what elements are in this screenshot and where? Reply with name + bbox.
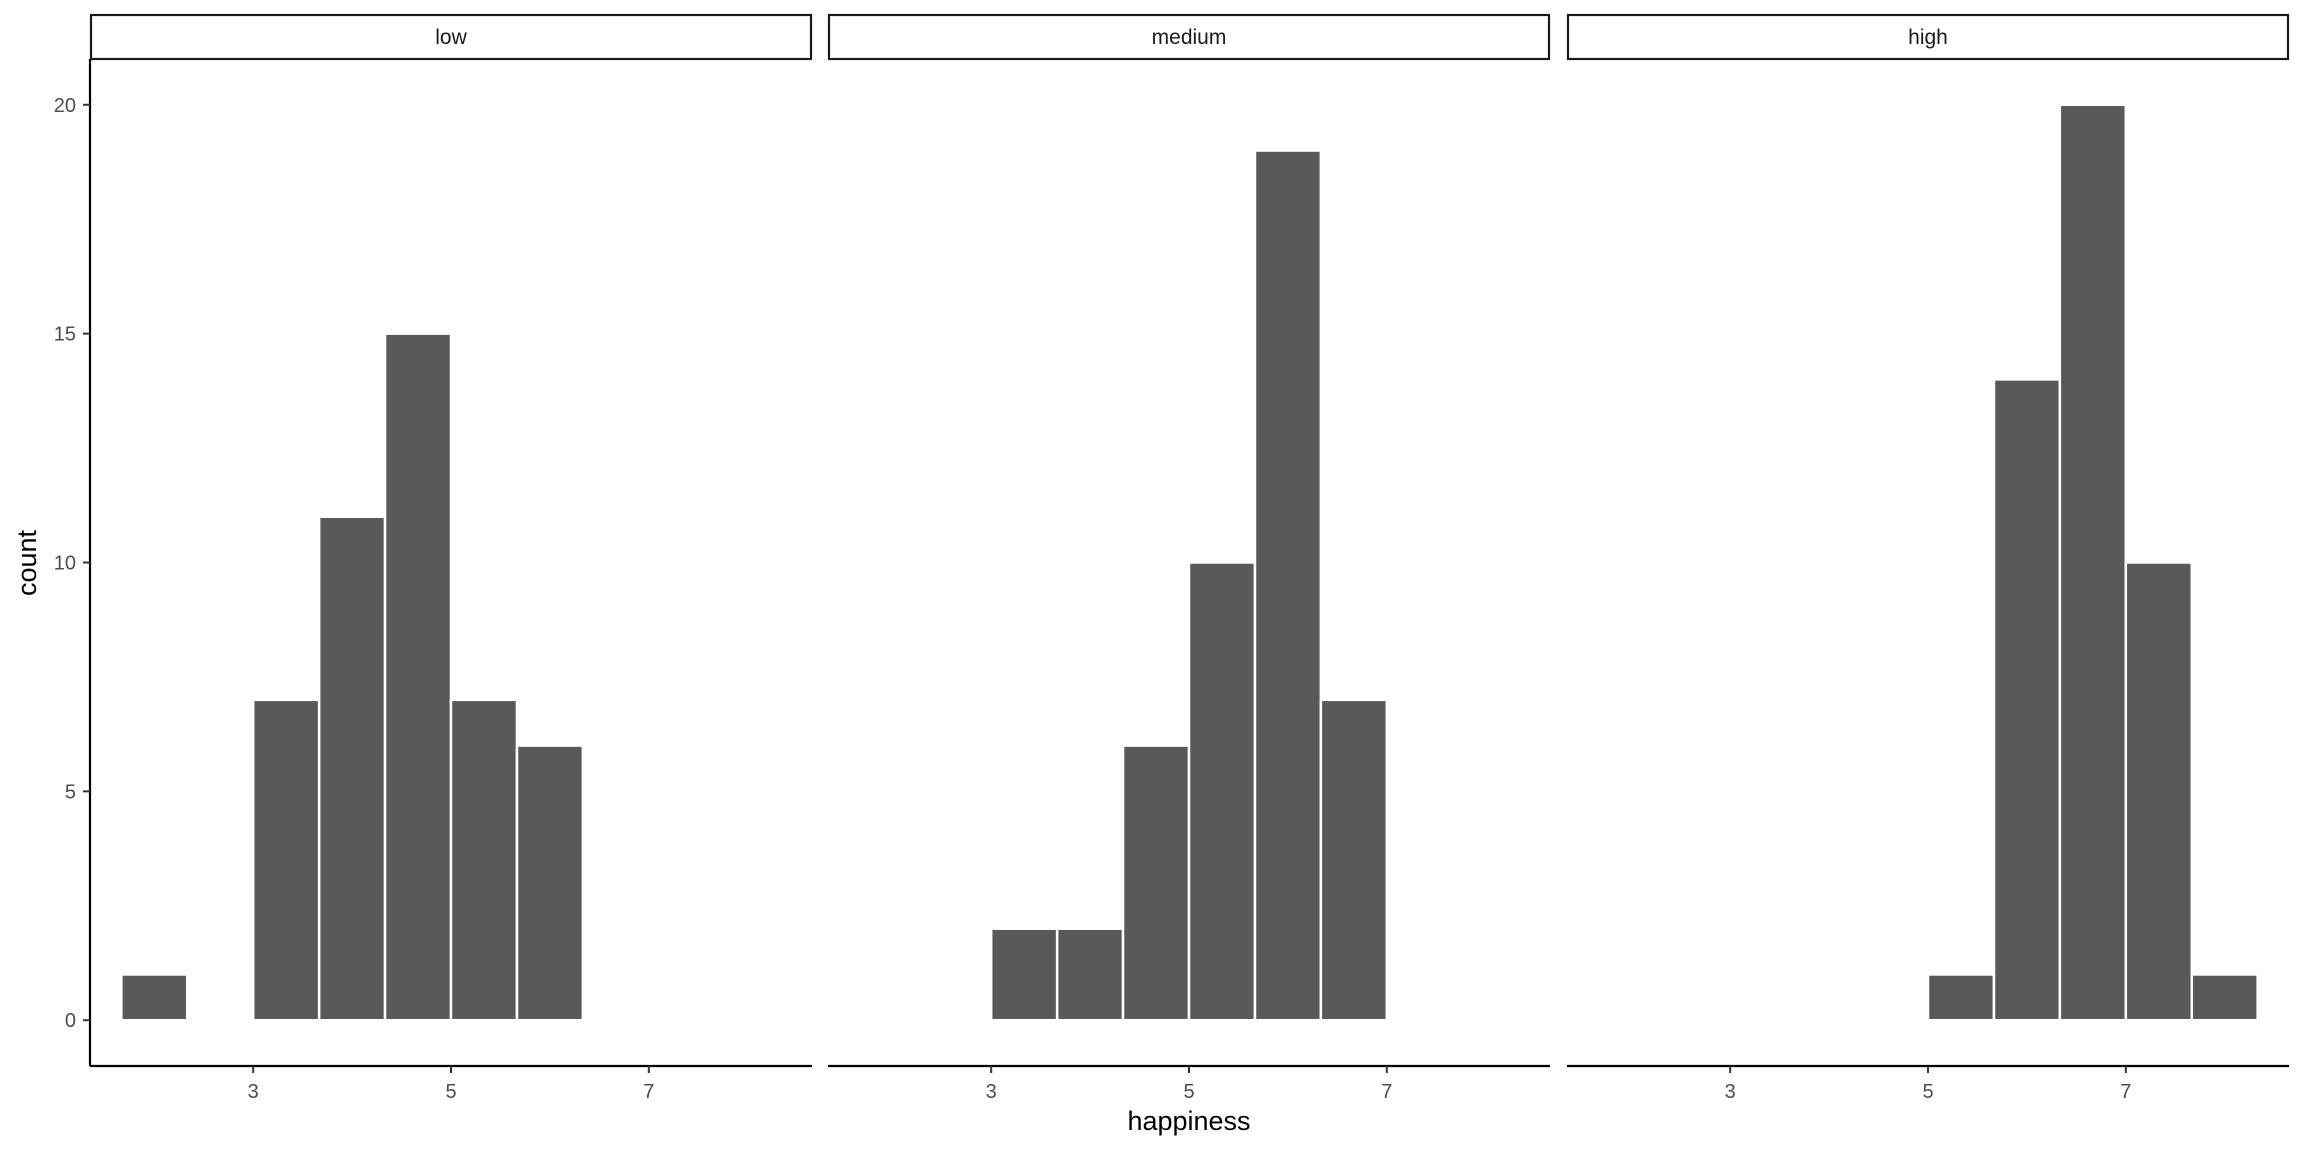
- histogram-bar: [317, 515, 387, 1022]
- y-tick-label: 5: [65, 781, 76, 803]
- x-tick-label: 5: [1183, 1081, 1194, 1103]
- y-tick-label: 0: [65, 1010, 76, 1032]
- x-axis-title: happiness: [1127, 1106, 1250, 1136]
- x-tick-label: 3: [248, 1081, 259, 1103]
- y-axis-title: count: [12, 529, 42, 596]
- facet-strip: [89, 13, 813, 61]
- x-tick-label: 5: [1922, 1081, 1933, 1103]
- facet-strip: [1566, 13, 2290, 61]
- facet-panels: low 3 5 7 medium 3 5 7 high 3 5 7: [89, 13, 2290, 1103]
- histogram-bar: [1253, 149, 1323, 1022]
- histogram-bar: [1055, 927, 1125, 1022]
- histogram-bar: [251, 698, 321, 1022]
- histogram-bar: [2058, 103, 2128, 1022]
- histogram-bar: [515, 744, 585, 1022]
- histogram-bar: [1926, 973, 1996, 1022]
- y-tick-label: 15: [54, 324, 76, 346]
- x-tick-label: 7: [1381, 1081, 1392, 1103]
- histogram-bar: [120, 973, 189, 1022]
- histogram-bar: [449, 698, 519, 1022]
- histogram-bar: [1319, 698, 1389, 1022]
- x-tick-label: 5: [445, 1081, 456, 1103]
- histogram-bar: [2124, 561, 2194, 1022]
- y-tick-label: 10: [54, 553, 76, 575]
- histogram-bar: [989, 927, 1059, 1022]
- facet-strip-label: low: [435, 26, 467, 49]
- x-tick-label: 7: [643, 1081, 654, 1103]
- facet-panel-medium: medium 3 5 7: [827, 13, 1551, 1103]
- facet-panel-low: low 3 5 7: [89, 13, 813, 1103]
- x-tick-label: 3: [1725, 1081, 1736, 1103]
- facet-strip-label: medium: [1152, 26, 1227, 49]
- y-axis: 0 5 10 15 20: [54, 59, 92, 1066]
- x-tick-label: 7: [2120, 1081, 2131, 1103]
- histogram-bar: [1187, 561, 1257, 1022]
- y-tick-label: 20: [54, 95, 76, 117]
- x-tick-label: 3: [986, 1081, 997, 1103]
- histogram-bar: [1992, 378, 2062, 1022]
- facet-panel-high: high 3 5 7: [1566, 13, 2290, 1103]
- histogram-bar: [383, 332, 453, 1022]
- histogram-bar: [2190, 973, 2259, 1022]
- facet-strip: [827, 13, 1551, 61]
- facet-strip-label: high: [1908, 26, 1948, 49]
- histogram-bar: [1121, 744, 1191, 1022]
